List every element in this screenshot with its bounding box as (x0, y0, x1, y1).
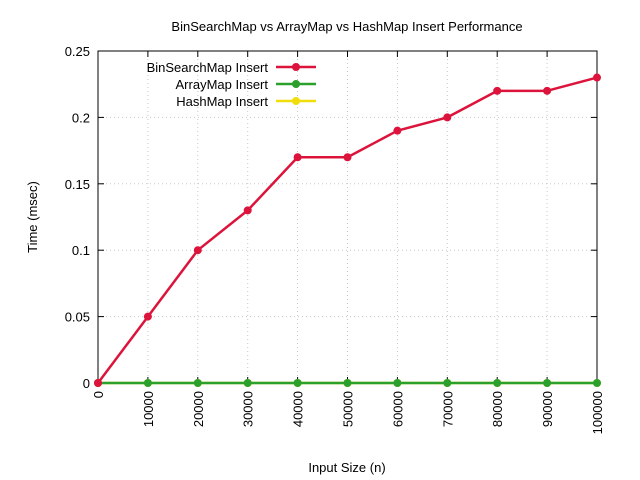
x-tick-label: 80000 (490, 391, 505, 427)
data-point (94, 379, 102, 387)
data-point (593, 73, 601, 82)
chart-title: BinSearchMap vs ArrayMap vs HashMap Inse… (171, 19, 522, 34)
data-point (243, 206, 252, 215)
x-tick-label: 40000 (291, 391, 306, 427)
grid (98, 51, 597, 383)
data-point (393, 126, 402, 135)
x-tick-label: 0 (91, 391, 106, 398)
data-point (343, 153, 352, 162)
data-point (543, 86, 552, 95)
data-point (293, 379, 302, 387)
data-point (193, 246, 202, 255)
data-point (493, 86, 502, 95)
legend-label: HashMap Insert (176, 94, 268, 109)
x-tick-label: 60000 (390, 391, 405, 427)
x-tick-label: 20000 (191, 391, 206, 427)
ticks: 0 0.05 0.1 0.15 0.2 0.25 0 10000 20000 30000 40000… (65, 44, 605, 434)
y-tick-label: 0.25 (65, 44, 90, 59)
data-point (443, 379, 452, 387)
series (94, 73, 601, 387)
x-tick-label: 10000 (141, 391, 156, 427)
y-tick-label: 0.05 (65, 310, 90, 325)
y-axis-label: Time (msec) (25, 181, 40, 253)
x-tick-label: 50000 (341, 391, 356, 427)
legend-label: BinSearchMap Insert (147, 60, 269, 75)
x-tick-label: 70000 (440, 391, 455, 427)
legend-marker (292, 97, 300, 105)
x-tick-label: 90000 (540, 391, 555, 427)
y-tick-label: 0.1 (72, 243, 90, 258)
data-point (193, 379, 202, 387)
data-point (393, 379, 402, 387)
data-point (493, 379, 502, 387)
legend-marker (292, 80, 300, 88)
x-tick-label: 100000 (590, 391, 605, 434)
data-point (243, 379, 252, 387)
y-tick-label: 0.2 (72, 110, 90, 125)
data-point (343, 379, 352, 387)
legend: BinSearchMap Insert ArrayMap Insert HashMa… (147, 60, 316, 109)
data-point (593, 379, 601, 387)
y-tick-label: 0 (83, 376, 90, 391)
data-point (443, 113, 452, 122)
data-point (543, 379, 552, 387)
data-point (143, 312, 152, 321)
legend-label: ArrayMap Insert (176, 77, 269, 92)
legend-marker (292, 63, 300, 71)
y-tick-label: 0.15 (65, 177, 90, 192)
x-axis-label: Input Size (n) (308, 460, 385, 475)
data-point (143, 379, 152, 387)
x-tick-label: 30000 (241, 391, 256, 427)
data-point (293, 153, 302, 162)
